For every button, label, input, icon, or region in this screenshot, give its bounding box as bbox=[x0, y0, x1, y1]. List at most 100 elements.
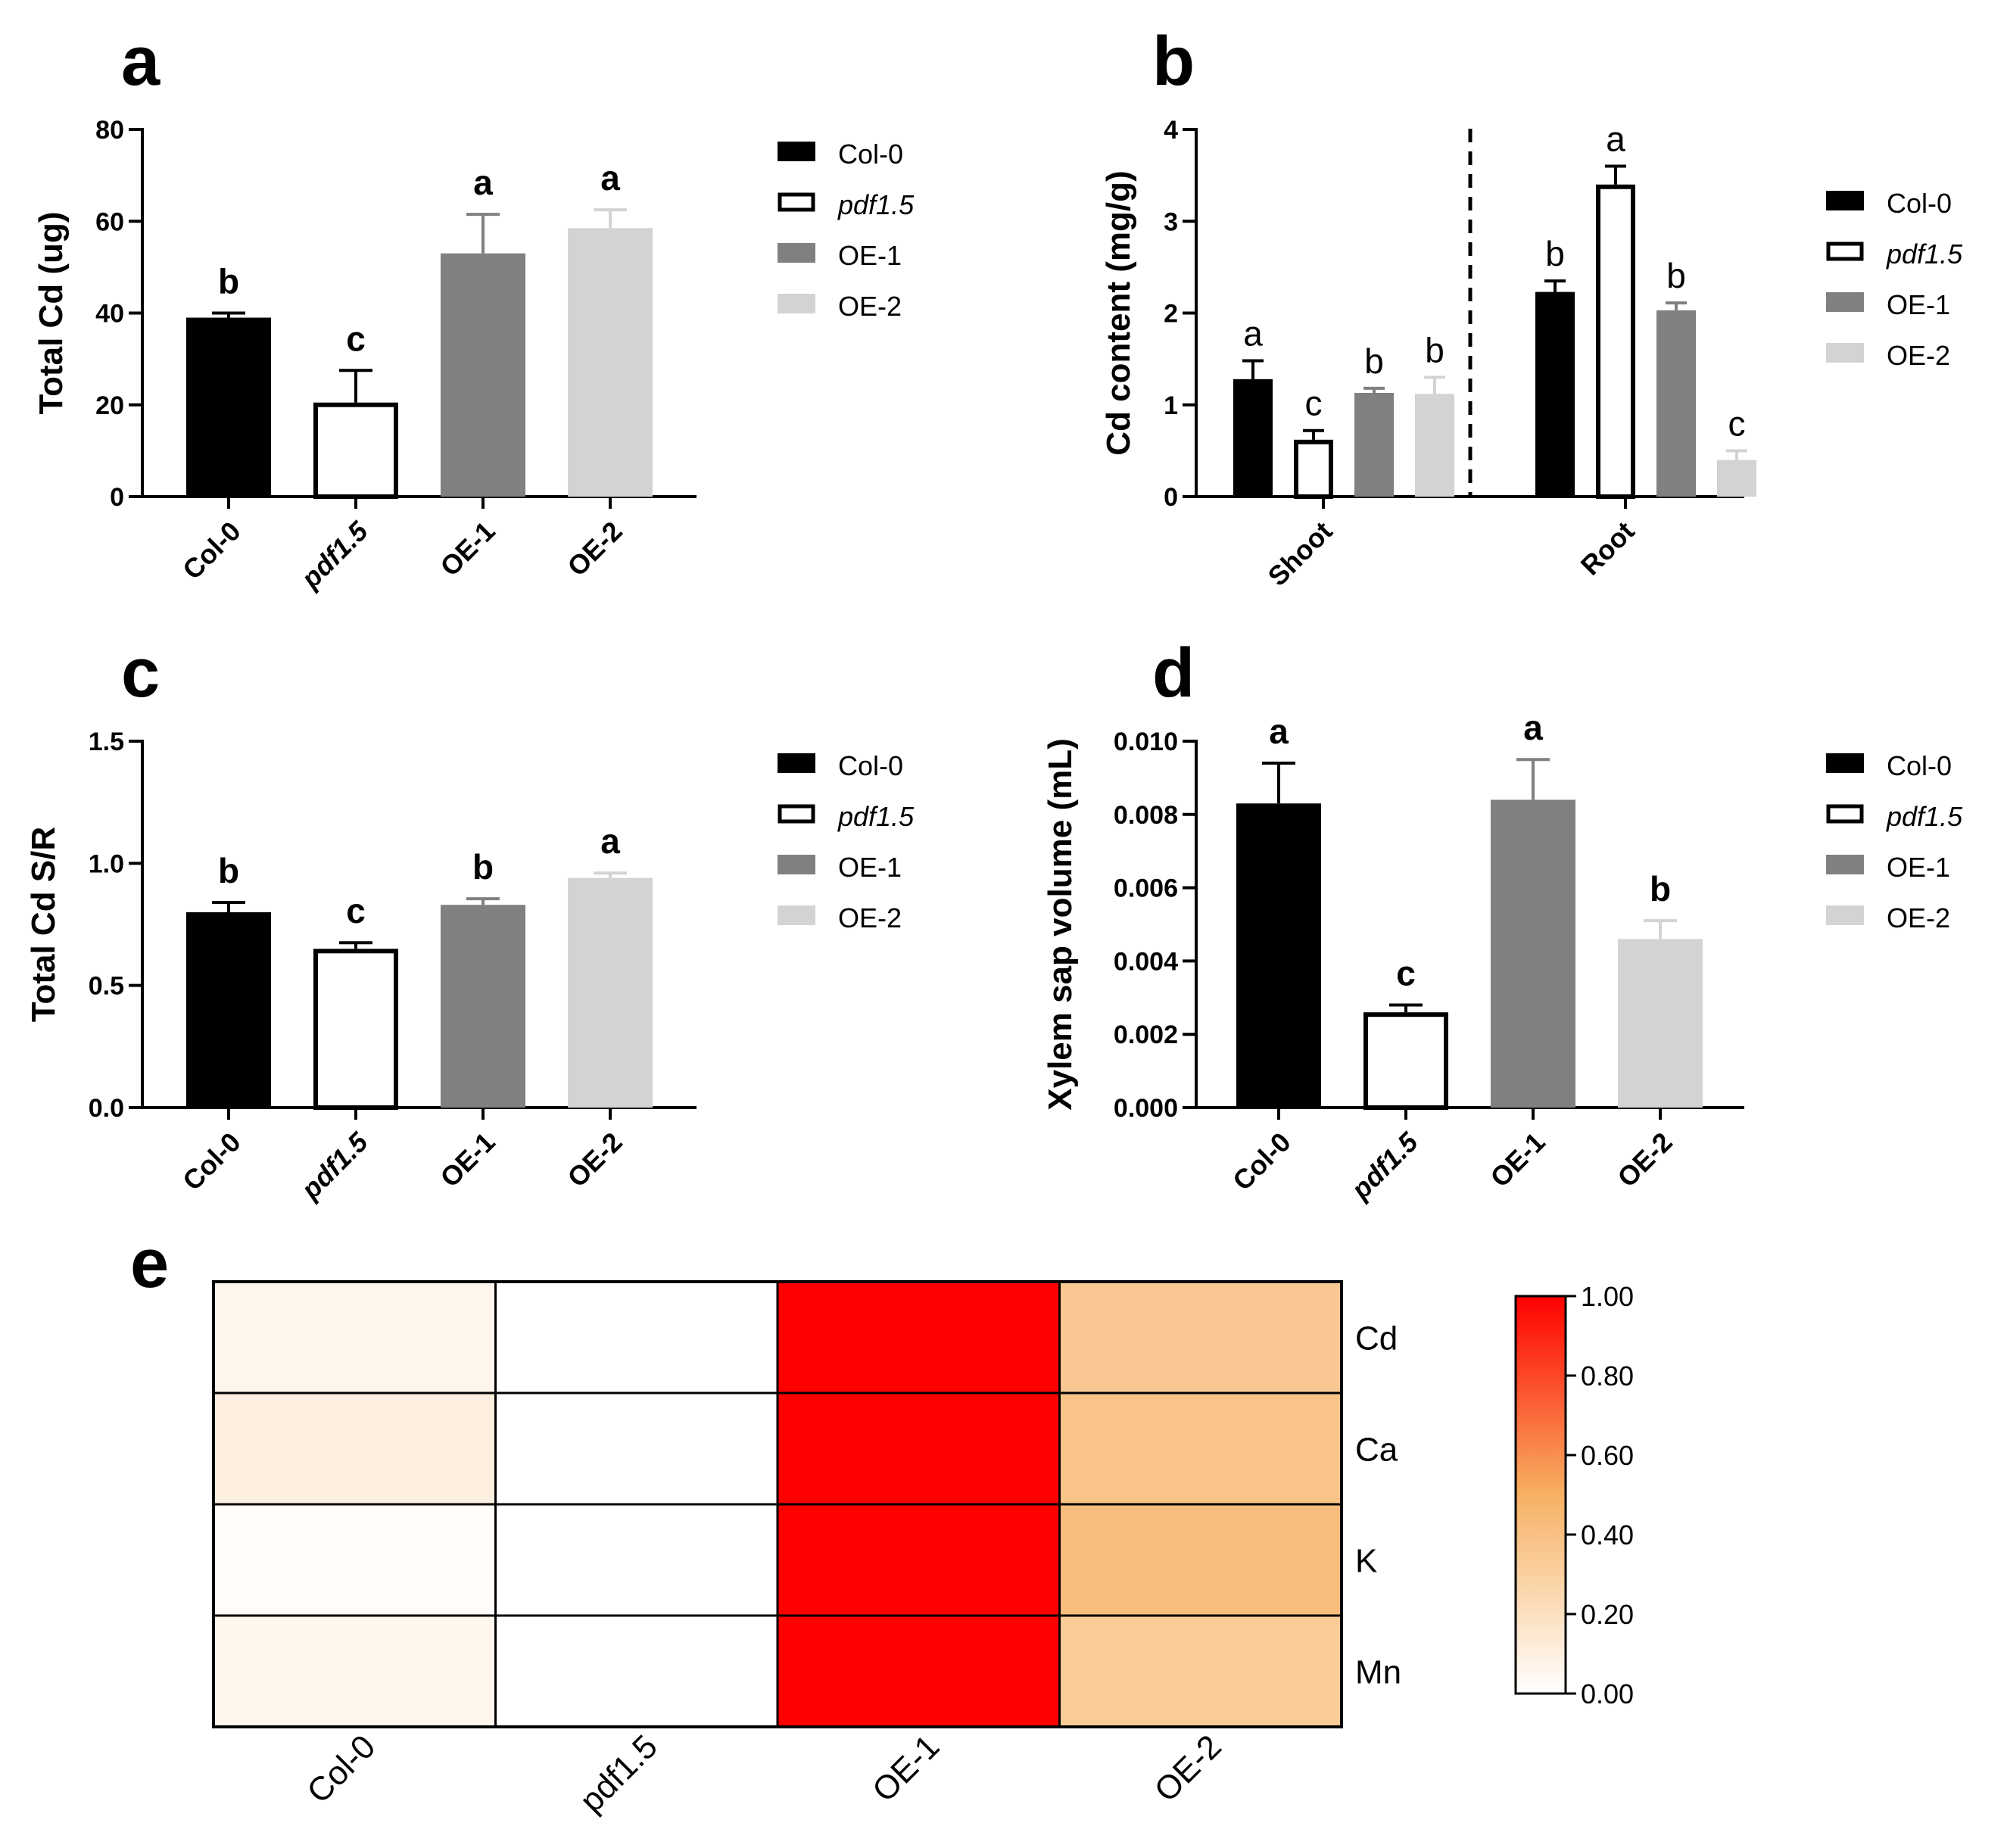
legend-label: pdf1.5 bbox=[1886, 801, 1963, 832]
bar-c-3 bbox=[568, 877, 653, 1108]
legend-label: pdf1.5 bbox=[837, 189, 915, 220]
bar-c-1 bbox=[313, 949, 398, 1111]
legend-c: Col-0 pdf1.5 OE-1 OE-2 bbox=[778, 750, 915, 933]
y-axis-label-c: Total Cd S/R bbox=[25, 827, 62, 1022]
x-tick-label-d: pdf1.5 bbox=[1345, 1126, 1424, 1205]
x-tick-label-c: OE-2 bbox=[561, 1127, 628, 1193]
heatmap-row-label: K bbox=[1355, 1543, 1377, 1580]
heatmap-cell bbox=[212, 1614, 497, 1728]
x-tick-label-b: Root bbox=[1575, 516, 1641, 581]
heatmap-cell bbox=[1058, 1614, 1343, 1728]
legend-swatch bbox=[1826, 855, 1864, 874]
sig-letter-d: c bbox=[1396, 953, 1416, 993]
legend-swatch bbox=[1826, 753, 1864, 773]
y-tick-label-b: 0 bbox=[1164, 483, 1178, 512]
sig-letter-d: b bbox=[1650, 869, 1671, 908]
y-axis-label-d: Xylem sap volume (mL) bbox=[1042, 738, 1079, 1110]
x-tick-label-c: Col-0 bbox=[176, 1127, 247, 1197]
chart-d: 0.000 0.002 0.004 0.006 0.008 0.010 Xylem sap … bbox=[1042, 708, 1744, 1205]
heatmap-cell bbox=[212, 1280, 497, 1395]
heatmap-row-label: Mn bbox=[1355, 1654, 1401, 1691]
bar-b-1-0 bbox=[1294, 439, 1333, 500]
heatmap-row-label: Cd bbox=[1355, 1320, 1398, 1357]
legend-b: Col-0 pdf1.5 OE-1 OE-2 bbox=[1826, 188, 1963, 371]
heatmap-cell bbox=[494, 1280, 779, 1395]
sig-letter-b: c bbox=[1305, 384, 1323, 423]
x-tick-label-a: Col-0 bbox=[176, 516, 247, 586]
heatmap-cell bbox=[1058, 1391, 1343, 1506]
y-tick-label-a: 80 bbox=[95, 116, 124, 145]
bar-a-2 bbox=[441, 253, 525, 497]
x-tick-label-d: OE-1 bbox=[1484, 1127, 1550, 1193]
legend-swatch bbox=[1826, 292, 1864, 312]
sig-letter-a: b bbox=[218, 262, 239, 301]
bar-d-1 bbox=[1363, 1012, 1448, 1111]
x-tick-label-c: pdf1.5 bbox=[295, 1126, 374, 1205]
bar-d-3 bbox=[1618, 939, 1703, 1108]
colorbar-tick-label: 0.40 bbox=[1581, 1519, 1634, 1550]
y-tick-label-d: 0.004 bbox=[1114, 947, 1178, 976]
y-tick-label-d: 0.006 bbox=[1114, 874, 1178, 903]
legend-label: OE-2 bbox=[838, 291, 902, 322]
legend-swatch bbox=[778, 294, 815, 313]
heatmap-col-label: OE-1 bbox=[865, 1728, 946, 1809]
y-tick-label-b: 4 bbox=[1164, 116, 1178, 145]
colorbar-tick-label: 0.60 bbox=[1581, 1440, 1634, 1471]
bar-c-2 bbox=[441, 905, 525, 1108]
heatmap-cell bbox=[776, 1391, 1061, 1506]
panel-label-b: b bbox=[1152, 23, 1195, 100]
y-axis-label-b: Cd content (mg/g) bbox=[1100, 170, 1137, 455]
sig-letter-c: b bbox=[472, 847, 494, 887]
colorbar-tick-label: 1.00 bbox=[1581, 1281, 1634, 1312]
legend-swatch bbox=[778, 192, 815, 212]
heatmap-cell bbox=[494, 1391, 779, 1506]
heatmap-cell bbox=[776, 1614, 1061, 1728]
sig-letter-b: c bbox=[1728, 404, 1746, 443]
bar-b-3-1 bbox=[1717, 460, 1756, 497]
legend-label: OE-2 bbox=[1887, 340, 1950, 371]
bar-c-0 bbox=[186, 912, 271, 1108]
heatmap-row-label: Ca bbox=[1355, 1432, 1398, 1469]
legend-label: OE-1 bbox=[838, 852, 902, 883]
panel-label-d: d bbox=[1152, 634, 1195, 712]
x-tick-label-d: Col-0 bbox=[1226, 1127, 1297, 1197]
legend-swatch bbox=[1826, 242, 1864, 261]
legend-label: Col-0 bbox=[838, 750, 903, 781]
y-tick-label-d: 0.000 bbox=[1114, 1094, 1178, 1123]
colorbar bbox=[1514, 1295, 1567, 1695]
heatmap-col-label: Col-0 bbox=[300, 1728, 382, 1810]
y-axis-label-a: Total Cd (ug) bbox=[33, 212, 70, 415]
legend-label: pdf1.5 bbox=[1886, 238, 1963, 270]
bar-b-1-1 bbox=[1596, 184, 1635, 499]
legend-swatch bbox=[778, 753, 815, 773]
legend-label: Col-0 bbox=[1887, 750, 1952, 781]
y-tick-label-c: 1.0 bbox=[89, 849, 124, 878]
bar-a-3 bbox=[568, 228, 653, 497]
legend-swatch bbox=[1826, 343, 1864, 363]
legend-swatch bbox=[778, 243, 815, 263]
panel-label-c: c bbox=[121, 634, 160, 712]
bar-d-0 bbox=[1236, 803, 1321, 1108]
x-tick-label-b: Shoot bbox=[1262, 516, 1339, 592]
bar-b-0-1 bbox=[1535, 291, 1575, 497]
bar-b-2-0 bbox=[1354, 392, 1394, 497]
heatmap-col-label: OE-2 bbox=[1148, 1728, 1229, 1809]
bar-d-2 bbox=[1491, 799, 1575, 1108]
panel-label-a: a bbox=[121, 23, 160, 100]
heatmap-cell bbox=[494, 1614, 779, 1728]
bar-b-2-1 bbox=[1656, 310, 1696, 497]
legend-label: OE-2 bbox=[838, 902, 902, 933]
sig-letter-a: a bbox=[473, 163, 493, 202]
legend-swatch bbox=[778, 905, 815, 925]
legend-swatch bbox=[778, 855, 815, 874]
y-tick-label-c: 1.5 bbox=[89, 728, 124, 756]
heatmap-cell bbox=[494, 1503, 779, 1617]
heatmap-cell bbox=[776, 1280, 1061, 1395]
heatmap-cell bbox=[776, 1503, 1061, 1617]
legend-label: Col-0 bbox=[838, 139, 903, 170]
y-tick-label-d: 0.008 bbox=[1114, 801, 1178, 830]
sig-letter-b: b bbox=[1545, 234, 1565, 273]
chart-b: 0 1 2 3 4 Cd content (mg/g) a b c a b b b c Shoot Root bbox=[1100, 116, 1756, 592]
sig-letter-b: b bbox=[1364, 341, 1384, 381]
sig-letter-d: a bbox=[1269, 712, 1289, 751]
